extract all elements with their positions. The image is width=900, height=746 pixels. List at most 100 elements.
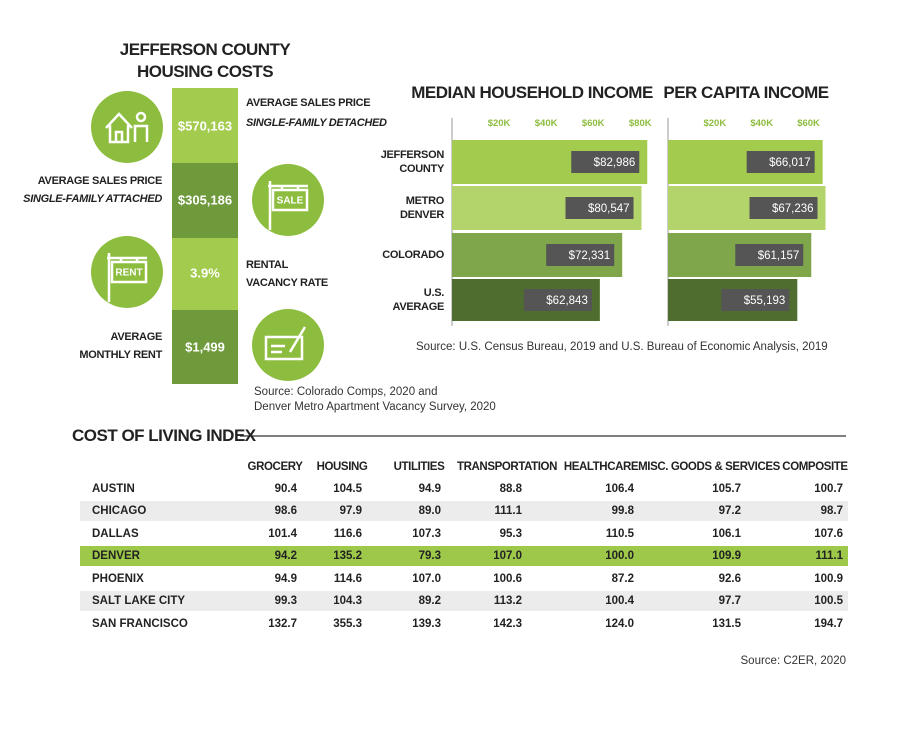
sale-icon: SALE [252, 164, 324, 236]
value-label: $80,547 [588, 203, 630, 215]
category-label: JEFFERSON COUNTY [380, 149, 445, 175]
category-label: COLORADO [382, 249, 444, 261]
cell: 100.6 [493, 573, 522, 585]
column-header: GROCERY [247, 461, 303, 473]
x-tick-label: $40K [535, 118, 558, 129]
housing-sublabel: MONTHLY RENT [79, 349, 162, 361]
cell: 87.2 [611, 573, 634, 585]
cell: 114.6 [333, 573, 362, 585]
cell: 109.9 [712, 550, 741, 562]
housing-value: $305,186 [177, 192, 233, 208]
category-label: U.S. AVERAGE [392, 287, 445, 313]
value-label: $55,193 [744, 295, 786, 307]
value-label-box [523, 289, 592, 311]
x-tick-label: $40K [750, 118, 773, 129]
row-label: CHICAGO [92, 505, 147, 517]
cell: 99.3 [274, 595, 297, 607]
column-header: TRANSPORTATION [456, 461, 558, 473]
housing-title: HOUSING COSTS [136, 62, 274, 81]
cell: 79.3 [418, 550, 441, 562]
housing-label: AVERAGE SALES PRICE [246, 97, 371, 109]
housing-value: $570,163 [177, 118, 233, 134]
house-icon [91, 91, 163, 163]
value-label: $62,843 [546, 295, 588, 307]
cell: 88.8 [499, 483, 522, 495]
cell: 107.0 [412, 573, 441, 585]
housing-label: RENTAL [246, 259, 288, 271]
cell: 100.0 [605, 550, 634, 562]
cell: 97.9 [339, 505, 362, 517]
value-label-box [721, 289, 790, 311]
column-segment [172, 163, 238, 238]
value-label-box [746, 151, 815, 173]
column-header: UTILITIES [393, 461, 445, 473]
cell: 97.7 [718, 595, 741, 607]
x-tick-label: $60K [797, 118, 820, 129]
value-label: $66,017 [769, 157, 811, 169]
housing-value: $1,499 [185, 339, 225, 355]
housing-sublabel: SINGLE-FAMILY ATTACHED [23, 193, 162, 205]
cell: 139.3 [412, 618, 441, 630]
check-icon [252, 309, 324, 381]
chart-title: MEDIAN HOUSEHOLD INCOME [411, 83, 653, 102]
cell: 94.9 [418, 483, 441, 495]
row-band [80, 591, 848, 611]
chart-title: PER CAPITA INCOME [663, 83, 829, 102]
icon-text: RENT [115, 268, 142, 279]
x-tick-label: $60K [582, 118, 605, 129]
cell: 124.0 [605, 618, 634, 630]
row-label: AUSTIN [92, 483, 135, 495]
source: Source: Colorado Comps, 2020 and [254, 386, 438, 398]
cell: 100.9 [814, 573, 843, 585]
source: Denver Metro Apartment Vacancy Survey, 2… [254, 401, 496, 413]
cell: 116.6 [333, 528, 362, 540]
cell: 97.2 [718, 505, 741, 517]
cell: 142.3 [493, 618, 522, 630]
cell: 106.1 [712, 528, 741, 540]
row-band [80, 546, 848, 566]
cell: 107.0 [493, 550, 522, 562]
column-segment [172, 238, 238, 310]
row-label: DALLAS [92, 528, 139, 540]
cell: 131.5 [712, 618, 741, 630]
cell: 113.2 [493, 595, 522, 607]
cell: 101.4 [268, 528, 297, 540]
column-header: MISC. GOODS & SERVICES [638, 461, 780, 473]
icon-text: SALE [277, 196, 304, 207]
column-segment [172, 310, 238, 384]
housing-value: 3.9% [190, 265, 220, 281]
housing-sublabel: SINGLE-FAMILY DETACHED [246, 117, 387, 129]
cell: 89.0 [418, 505, 441, 517]
source: Source: U.S. Census Bureau, 2019 and U.S… [416, 341, 828, 353]
value-label-box [546, 244, 615, 266]
value-label-box [749, 197, 818, 219]
value-label-box [571, 151, 640, 173]
column-segment [172, 88, 238, 163]
cell: 90.4 [274, 483, 297, 495]
housing-title: JEFFERSON COUNTY [119, 40, 291, 59]
cell: 89.2 [418, 595, 441, 607]
row-label: SAN FRANCISCO [92, 618, 188, 630]
column-header: HEALTHCARE [563, 461, 639, 473]
row-label: SALT LAKE CITY [92, 595, 186, 607]
cell: 107.3 [412, 528, 441, 540]
cell: 98.7 [820, 505, 843, 517]
value-label-box [735, 244, 804, 266]
row-label: PHOENIX [92, 573, 144, 585]
row-band [80, 501, 848, 521]
table-title: COST OF LIVING INDEX [72, 426, 256, 445]
column-header: COMPOSITE [782, 461, 848, 473]
cell: 104.3 [333, 595, 362, 607]
source: Source: C2ER, 2020 [740, 655, 846, 667]
value-label: $72,331 [569, 250, 611, 262]
row-label: DENVER [92, 550, 140, 562]
category-label: METRO DENVER [399, 195, 444, 221]
cell: 355.3 [333, 618, 362, 630]
cell: 107.6 [814, 528, 843, 540]
rent-icon: RENT [91, 236, 163, 308]
cell: 194.7 [814, 618, 843, 630]
cell: 100.7 [814, 483, 843, 495]
value-label-box [565, 197, 634, 219]
